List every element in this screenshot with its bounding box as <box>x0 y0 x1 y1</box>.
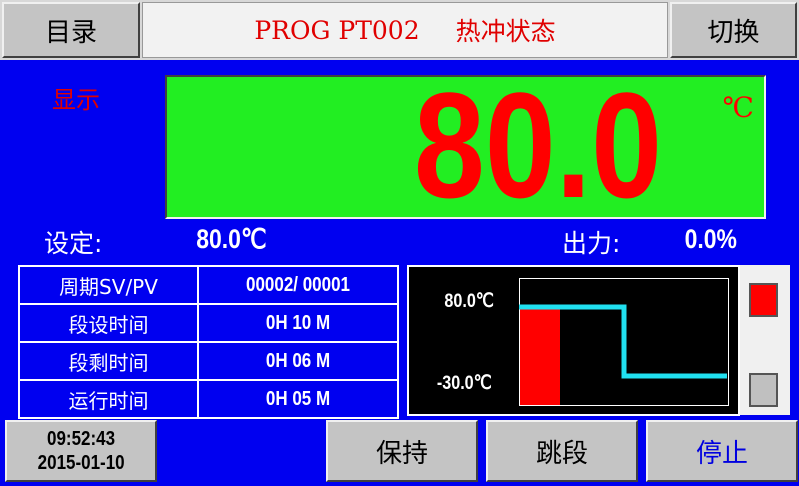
row-label: 运行时间 <box>18 379 199 419</box>
status-text: 热冲状态 <box>455 17 556 46</box>
indicator-panel <box>740 265 790 415</box>
row-value: 0H 05 M <box>212 379 384 419</box>
output-label: 出力: <box>562 229 621 258</box>
chart-low-label: -30.0℃ <box>436 373 492 394</box>
row-label: 周期SV/PV <box>18 265 199 305</box>
table-row: 段设时间 0H 10 M <box>18 303 398 343</box>
heating-indicator <box>749 283 778 317</box>
chart-high-label: 80.0℃ <box>444 291 494 312</box>
progress-bar <box>520 308 560 405</box>
row-value: 0H 06 M <box>212 341 384 381</box>
table-row: 运行时间 0H 05 M <box>18 379 398 419</box>
row-value: 0H 10 M <box>212 303 384 343</box>
title-bar: PROG PT002 热冲状态 <box>142 2 668 58</box>
row-value: 00002/ 00001 <box>212 265 384 305</box>
date: 2015-01-10 <box>37 452 125 474</box>
skip-segment-button[interactable]: 跳段 <box>486 420 638 482</box>
row-label: 段剩时间 <box>18 341 199 381</box>
stop-button[interactable]: 停止 <box>646 420 798 482</box>
pv-display: 80.0 ℃ <box>165 65 766 225</box>
hold-button[interactable]: 保持 <box>326 420 478 482</box>
plot-frame <box>519 278 729 406</box>
profile-line <box>519 304 727 379</box>
row-label: 段设时间 <box>18 303 199 343</box>
table-row: 周期SV/PV 00002/ 00001 <box>18 265 398 305</box>
output-value: 0.0% <box>684 224 737 254</box>
pv-value: 80.0 <box>413 61 663 229</box>
profile-chart <box>407 265 740 416</box>
display-label: 显示 <box>52 86 100 114</box>
program-name: PROG PT002 <box>254 15 420 45</box>
cooling-indicator <box>749 373 778 407</box>
pv-unit: ℃ <box>722 91 754 124</box>
table-row: 段剩时间 0H 06 M <box>18 341 398 381</box>
time: 09:52:43 <box>46 428 116 450</box>
menu-button[interactable]: 目录 <box>2 2 140 58</box>
switch-button[interactable]: 切换 <box>670 2 797 58</box>
datetime-display: 09:52:43 2015-01-10 <box>5 420 157 482</box>
setpoint-value: 80.0℃ <box>196 224 267 254</box>
setpoint-label: 设定: <box>44 229 103 258</box>
profile-plot <box>519 278 729 406</box>
program-info-table: 周期SV/PV 00002/ 00001 段设时间 0H 10 M 段剩时间 0H 0… <box>18 265 399 419</box>
